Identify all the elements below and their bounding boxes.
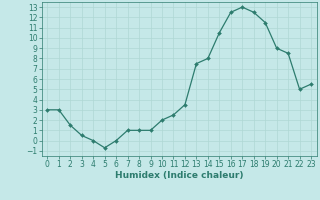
X-axis label: Humidex (Indice chaleur): Humidex (Indice chaleur) xyxy=(115,171,244,180)
